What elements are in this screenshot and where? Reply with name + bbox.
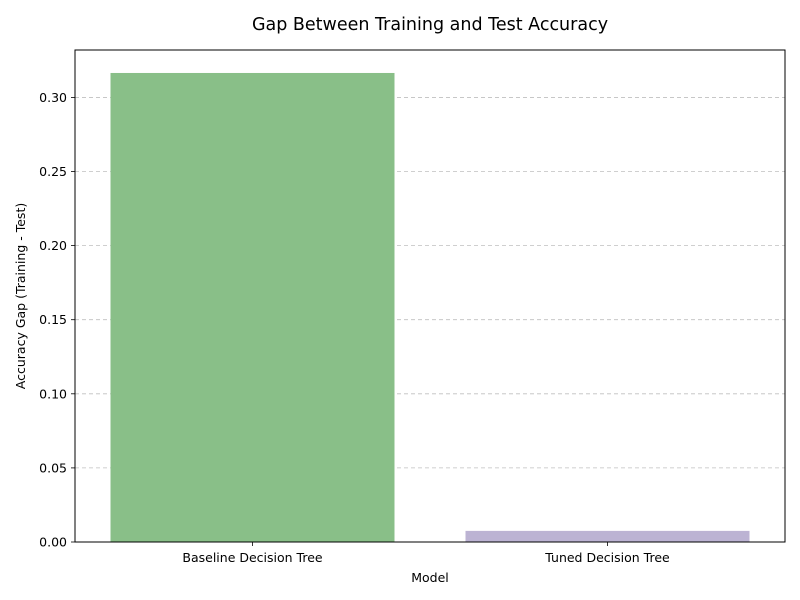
- y-tick-label: 0.05: [39, 460, 67, 475]
- bar: [465, 530, 750, 542]
- bars: [110, 72, 750, 542]
- chart-title: Gap Between Training and Test Accuracy: [252, 15, 608, 35]
- y-tick-label: 0.10: [39, 386, 67, 401]
- bar: [110, 72, 395, 542]
- y-tick-label: 0.30: [39, 90, 67, 105]
- y-tick-label: 0.25: [39, 164, 67, 179]
- x-axis-label: Model: [411, 570, 449, 585]
- y-axis-label: Accuracy Gap (Training - Test): [13, 203, 28, 389]
- y-tick-label: 0.15: [39, 312, 67, 327]
- gridlines: [75, 97, 785, 469]
- x-axis: Baseline Decision Tree Tuned Decision Tre…: [182, 542, 670, 565]
- y-tick-label: 0.00: [39, 535, 67, 550]
- plot-frame: [74, 49, 786, 543]
- x-tick-label: Baseline Decision Tree: [182, 550, 323, 565]
- x-tick-label: Tuned Decision Tree: [544, 550, 670, 565]
- y-tick-label: 0.20: [39, 238, 67, 253]
- y-axis: 0.00 0.05 0.10 0.15 0.20 0.25 0.30: [39, 90, 75, 550]
